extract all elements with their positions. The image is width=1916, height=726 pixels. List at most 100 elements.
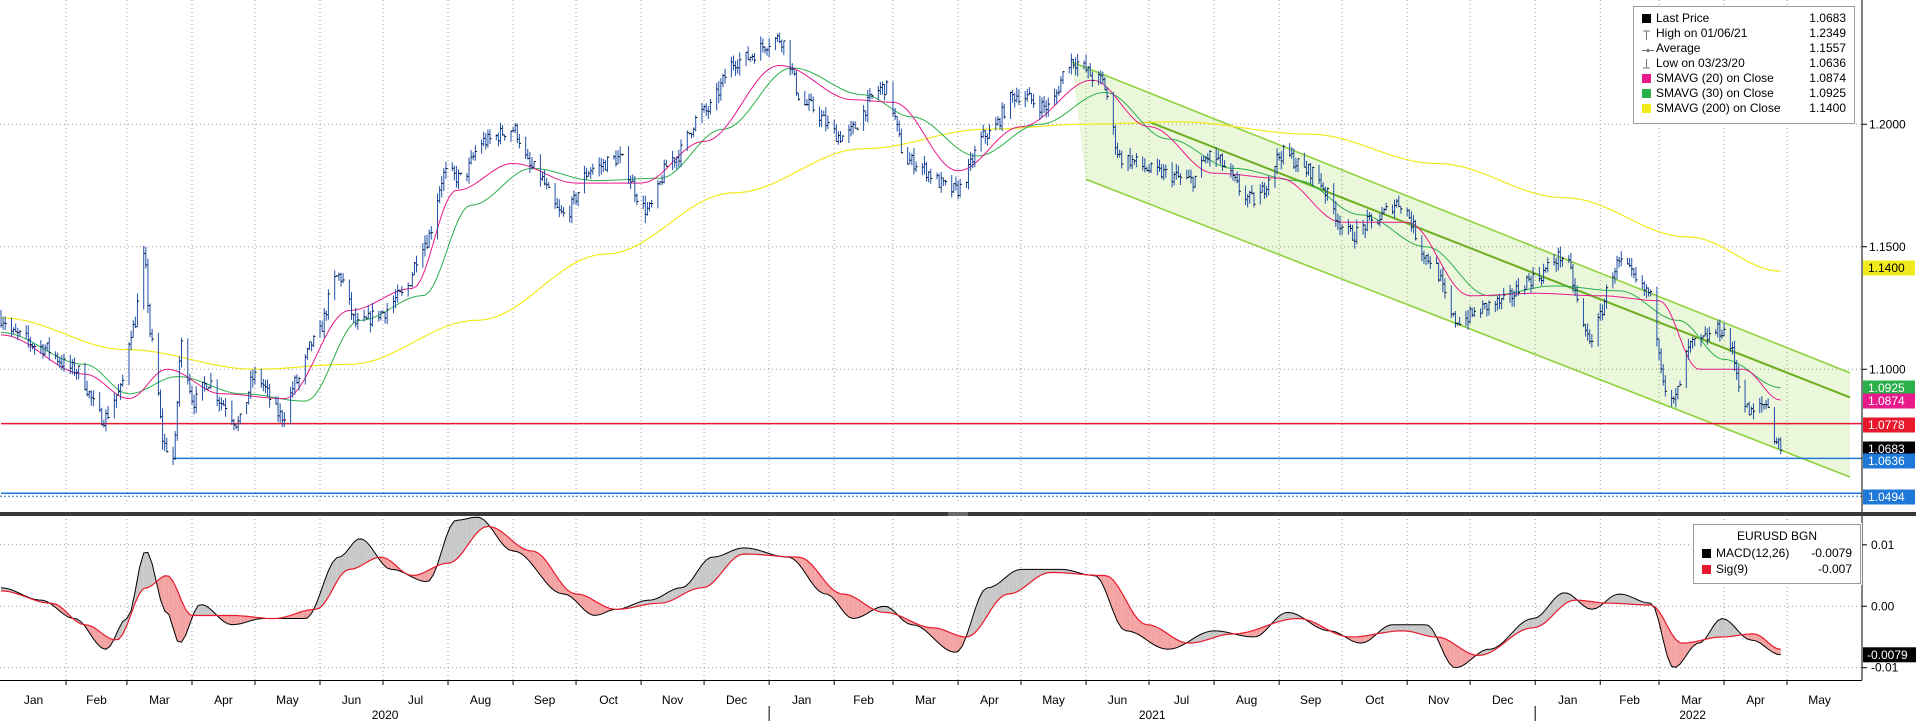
year-label: 2022 <box>1679 708 1706 721</box>
macd-hist-fill <box>1113 580 1117 621</box>
legend-item-sma200: SMAVG (200) on Close 1.1400 <box>1642 101 1846 116</box>
macd-hist-fill <box>1424 625 1428 636</box>
legend-label: SMAVG (30) on Close <box>1656 86 1774 101</box>
value-tag-label: 1.0874 <box>1868 394 1905 408</box>
x-tick-label: Apr <box>980 693 999 707</box>
macd-hist-fill <box>882 606 886 612</box>
macd-hist-fill <box>228 615 232 624</box>
legend-marker-average <box>1642 44 1651 53</box>
x-tick-label: May <box>1042 693 1065 707</box>
x-tick-label: Nov <box>1428 693 1449 707</box>
x-tick-label: Feb <box>1619 693 1640 707</box>
value-tag: 1.0636 <box>1863 454 1915 469</box>
x-tick-label: Oct <box>1365 693 1384 707</box>
x-tick-label: Jan <box>1558 693 1577 707</box>
legend-value: -0.007 <box>1818 562 1852 577</box>
macd-hist-fill <box>799 557 803 569</box>
macd-value-tag: -0.0079 <box>1863 647 1916 662</box>
legend-swatch-macd <box>1702 549 1711 558</box>
legend-label: High on 01/06/21 <box>1656 26 1747 41</box>
macd-y-tick-label: -0.01 <box>1871 661 1899 675</box>
macd-y-tick-label: 0.00 <box>1871 599 1895 613</box>
legend-item-last-price: Last Price 1.0683 <box>1642 11 1846 26</box>
value-tag: 1.0494 <box>1863 490 1915 505</box>
macd-hist-fill <box>358 539 362 567</box>
macd-hist-fill <box>1676 639 1680 667</box>
year-label: 2021 <box>1139 708 1166 721</box>
macd-hist-fill <box>710 557 714 585</box>
macd-hist-fill <box>849 595 853 619</box>
value-tag-label: 1.0778 <box>1868 418 1905 432</box>
macd-hist-fill <box>459 520 463 558</box>
y-tick-label: 1.1500 <box>1869 240 1906 254</box>
x-tick-label: Sep <box>534 693 556 707</box>
legend-value: 1.0874 <box>1809 71 1846 86</box>
value-tag: 1.0778 <box>1863 418 1915 433</box>
macd-hist-fill <box>950 632 954 652</box>
value-tag: 1.0874 <box>1863 394 1915 409</box>
x-tick-label: Jan <box>24 693 43 707</box>
macd-hist-fill <box>236 616 240 625</box>
x-tick-label: May <box>1808 693 1831 707</box>
legend-swatch-signal <box>1702 565 1711 574</box>
x-tick-label: Nov <box>662 693 683 707</box>
macd-panel <box>1 517 1781 667</box>
value-tag-label: 1.1400 <box>1868 261 1905 275</box>
macd-hist-fill <box>853 597 857 619</box>
x-tick-label: Jul <box>1174 693 1189 707</box>
macd-hist-fill <box>1403 625 1407 631</box>
legend-swatch-sma30 <box>1642 89 1651 98</box>
x-tick-label: Aug <box>470 693 491 707</box>
value-tag-label: 1.0494 <box>1868 490 1905 504</box>
y-tick-label: 1.2000 <box>1869 117 1906 131</box>
legend-label: MACD(12,26) <box>1716 546 1789 561</box>
value-tag-label: 1.0925 <box>1868 381 1905 395</box>
y-tick-label: 1.1000 <box>1869 362 1906 376</box>
macd-hist-fill <box>1390 625 1394 632</box>
macd-hist-fill <box>366 542 370 563</box>
x-tick-label: Jun <box>1108 693 1127 707</box>
year-label: 2020 <box>372 708 399 721</box>
legend-value: 1.1557 <box>1809 41 1846 56</box>
x-tick-label: Dec <box>1492 693 1513 707</box>
x-tick-label: Feb <box>853 693 874 707</box>
x-tick-label: Jun <box>342 693 361 707</box>
legend-marker-high <box>1642 29 1651 38</box>
macd-value-tag-label: -0.0079 <box>1867 648 1908 662</box>
legend-item-signal: Sig(9) -0.007 <box>1702 562 1852 577</box>
x-tick-label: Mar <box>1681 693 1702 707</box>
macd-hist-fill <box>1529 619 1533 629</box>
legend-item-sma30: SMAVG (30) on Close 1.0925 <box>1642 86 1846 101</box>
macd-hist-fill <box>454 520 458 561</box>
legend-swatch-last-price <box>1642 14 1651 23</box>
macd-hist-fill <box>442 538 446 565</box>
macd-hist-fill <box>945 631 949 651</box>
x-tick-label: Jan <box>792 693 811 707</box>
price-panel-bg <box>0 0 1862 504</box>
macd-hist-fill <box>362 539 366 565</box>
legend-value: 1.0636 <box>1809 56 1846 71</box>
macd-legend-title: EURUSD BGN <box>1694 529 1860 543</box>
legend-label: Low on 03/23/20 <box>1656 56 1745 71</box>
macd-legend: EURUSD BGN MACD(12,26) -0.0079 Sig(9) -0… <box>1693 524 1861 584</box>
macd-hist-fill <box>1453 643 1457 667</box>
legend-value: 1.0925 <box>1809 86 1846 101</box>
legend-value: 1.2349 <box>1809 26 1846 41</box>
macd-hist-fill <box>198 605 202 616</box>
legend-label: Sig(9) <box>1716 562 1748 577</box>
legend-label: SMAVG (20) on Close <box>1656 71 1774 86</box>
macd-hist-fill <box>1151 625 1155 645</box>
macd-hist-fill <box>1458 646 1462 667</box>
x-tick-label: Apr <box>1746 693 1765 707</box>
legend-swatch-sma20 <box>1642 74 1651 83</box>
macd-hist-fill <box>1621 594 1625 604</box>
legend-item-macd: MACD(12,26) -0.0079 <box>1702 546 1852 561</box>
macd-hist-fill <box>165 576 169 615</box>
x-tick-label: Dec <box>726 693 747 707</box>
value-tag: 1.1400 <box>1863 261 1915 276</box>
price-panel <box>0 0 1862 504</box>
x-tick-label: Aug <box>1236 693 1257 707</box>
macd-hist-fill <box>706 557 710 587</box>
macd-hist-fill <box>954 634 958 652</box>
